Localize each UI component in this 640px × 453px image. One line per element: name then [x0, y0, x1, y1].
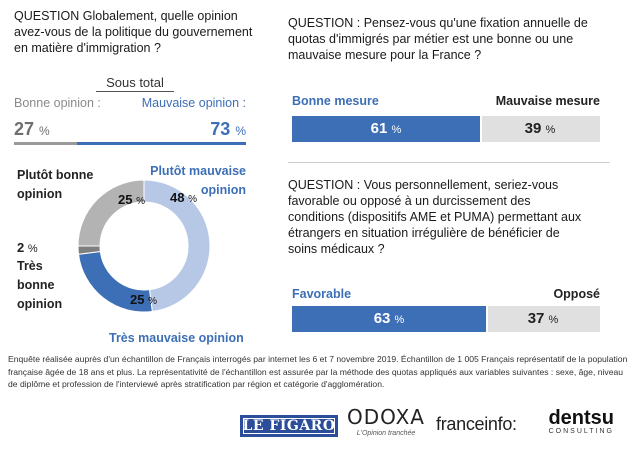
plutot-mauvaise-slice [143, 179, 211, 313]
plutot-bonne-label: Plutôt bonne opinion [17, 168, 94, 201]
q3-left-bar [292, 306, 487, 332]
q1-question: QUESTION Globalement, quelle opinion ave… [14, 9, 253, 55]
plutot-bonne-slice [77, 179, 145, 247]
q3-question: QUESTION : Vous personnellement, seriez-… [288, 178, 582, 256]
section-divider [288, 162, 610, 163]
q3-right-bar [488, 306, 600, 332]
mauvaise-opinion-label: Mauvaise opinion : [141, 96, 246, 110]
q2-question: QUESTION : Pensez-vous qu'une fixation a… [288, 16, 588, 62]
mauvaise-opinion-bar [76, 142, 246, 145]
plutot-bonne-value-label: 25 % [118, 192, 145, 207]
subtotal-underline [96, 91, 174, 92]
q3-right-label: Opposé [553, 287, 600, 301]
q3-left-value: 63 % [373, 310, 405, 327]
subtotal-title: Sous total [106, 75, 164, 90]
mauvaise-opinion-value: 73 % [210, 119, 246, 139]
bonne-opinion-bar [14, 142, 77, 145]
plutot-mauvaise-value-label: 48 % [170, 190, 197, 205]
odoxa-logo: ODOXA L'Opinion tranchée [346, 405, 426, 437]
le-figaro-logo: LE FIGARO [240, 415, 338, 437]
bonne-opinion-label: Bonne opinion : [14, 96, 101, 110]
plutot-mauvaise-label: Plutôt mauvaise opinion [150, 164, 246, 197]
bonne-opinion-value: 27 % [14, 119, 50, 139]
dentsu-wordmark: dentsu [548, 407, 614, 429]
dentsu-logo: dentsu CONSULTING [542, 408, 614, 435]
q3-right-value: 37 % [527, 310, 559, 327]
opinion-donut-chart: 48 % 25 % 25 % [77, 179, 211, 313]
q3-left-label: Favorable [292, 287, 352, 301]
dentsu-subtitle: CONSULTING [548, 428, 614, 435]
tres-bonne-pct: 2 % [17, 240, 38, 255]
odoxa-tagline: L'Opinion tranchée [356, 430, 416, 437]
q2-right-value: 39 % [524, 120, 556, 137]
q2-right-label: Mauvaise mesure [495, 94, 600, 108]
q2-left-value: 61 % [370, 120, 402, 137]
q2-right-bar [481, 116, 600, 142]
q2-bar-chart: 61 % 39 % [292, 116, 600, 142]
tres-mauvaise-value-label: 25 % [130, 292, 157, 307]
franceinfo-logo: franceinfo: [436, 414, 517, 434]
q2-left-label: Bonne mesure [292, 94, 379, 108]
odoxa-wordmark: ODOXA [347, 405, 425, 429]
tres-bonne-label: Très bonne opinion [17, 259, 63, 311]
q2-left-bar [292, 116, 480, 142]
methodology-footnote: Enquête réalisée auprès d'un échantillon… [8, 354, 628, 389]
tres-mauvaise-label: Très mauvaise opinion [109, 331, 244, 345]
subtotal-bar-track [14, 142, 246, 145]
q3-bar-chart: 63 % 37 % [292, 306, 600, 332]
